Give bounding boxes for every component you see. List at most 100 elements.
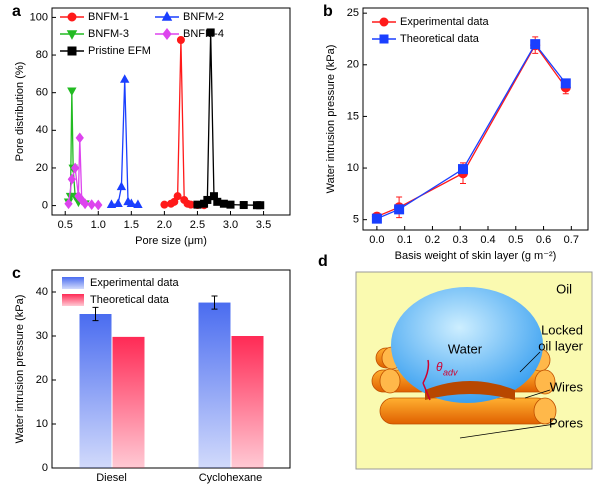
marker: [173, 192, 182, 201]
plot-frame: [51, 269, 291, 469]
marker: [133, 199, 143, 208]
marker: [379, 17, 389, 27]
x-tick-label: 0.7: [564, 234, 579, 246]
bar: [231, 336, 264, 468]
x-tick-label: 2.5: [190, 219, 205, 231]
marker: [160, 200, 169, 209]
series-line: [376, 42, 567, 220]
x-axis-label: Basis weight of skin layer (g m⁻²): [395, 250, 557, 262]
water-droplet: [391, 287, 543, 403]
legend-label: BNFM-1: [88, 11, 129, 23]
marker: [67, 46, 77, 56]
pores-label: Pores: [549, 415, 583, 430]
marker: [203, 195, 212, 204]
y-tick-label: 10: [36, 418, 48, 430]
y-tick-label: 0: [42, 462, 48, 474]
marker: [193, 200, 202, 209]
bar: [79, 314, 112, 468]
y-tick-label: 40: [36, 124, 48, 136]
y-tick-label: 30: [36, 330, 48, 342]
x-tick-label: 2.0: [157, 219, 172, 231]
marker: [67, 12, 77, 22]
marker: [560, 78, 571, 89]
y-axis-label: Pore distribution (%): [14, 62, 26, 162]
error-bar: [211, 295, 218, 310]
series-line: [376, 43, 567, 218]
marker: [186, 200, 195, 209]
y-tick-label: 10: [347, 162, 359, 174]
legend-label: Theoretical data: [90, 294, 170, 306]
legend-swatch: [62, 294, 84, 306]
x-tick-label: 0.4: [480, 234, 495, 246]
y-tick-label: 25: [347, 7, 359, 19]
marker: [162, 27, 172, 41]
marker: [371, 213, 382, 224]
marker: [94, 199, 103, 211]
y-tick-label: 20: [36, 374, 48, 386]
bar: [112, 336, 145, 468]
x-tick-label: 0.0: [369, 234, 384, 246]
marker: [64, 198, 73, 210]
y-tick-label: 60: [36, 87, 48, 99]
bar: [198, 302, 231, 468]
marker: [458, 164, 468, 175]
marker: [106, 199, 117, 208]
y-tick-label: 40: [36, 286, 48, 298]
x-tick-label: 0.1: [397, 234, 412, 246]
series-line: [111, 79, 139, 206]
marker: [80, 198, 90, 210]
marker: [75, 132, 84, 144]
locked-label: oil layer: [538, 338, 583, 353]
panel-label: d: [318, 253, 328, 270]
marker: [67, 87, 77, 97]
marker: [67, 173, 76, 185]
contact-angle: [422, 359, 431, 401]
marker: [87, 199, 96, 211]
panel-label: c: [12, 265, 21, 282]
x-tick-label: Cyclohexane: [199, 472, 263, 484]
x-tick-label: 1.5: [124, 219, 139, 231]
legend-label: Experimental data: [90, 277, 180, 289]
legend-label: BNFM-4: [183, 28, 224, 40]
marker: [176, 35, 185, 44]
marker: [113, 198, 123, 208]
marker: [116, 181, 127, 191]
oil-label: Oil: [556, 281, 572, 296]
y-tick-label: 15: [347, 110, 359, 122]
locked-label: Locked: [541, 322, 583, 337]
y-tick-label: 100: [30, 11, 48, 23]
marker: [379, 34, 389, 44]
y-axis-label: Water intrusion pressure (kPa): [14, 295, 26, 444]
marker: [530, 39, 541, 50]
error-bar: [92, 306, 99, 322]
marker: [219, 199, 228, 208]
legend-label: Theoretical data: [400, 33, 480, 45]
leader-lines: [459, 351, 556, 439]
x-axis-label: Pore size (μm): [135, 235, 207, 247]
x-tick-label: 0.2: [425, 234, 440, 246]
theta-label: θ: [436, 360, 443, 374]
marker: [213, 197, 222, 206]
plot-frame: [362, 7, 589, 231]
diagram-panel: d Oil Water Locked oil layer Wires Pores…: [318, 253, 593, 470]
marker: [126, 198, 137, 208]
pore: [425, 381, 515, 400]
marker: [394, 204, 405, 215]
x-tick-label: 0.5: [58, 219, 73, 231]
marker: [71, 162, 80, 174]
x-tick-label: 3.0: [223, 219, 238, 231]
y-tick-label: 0: [42, 199, 48, 211]
water-label: Water: [448, 341, 483, 356]
panel-label: a: [12, 3, 21, 20]
marker: [206, 28, 215, 37]
y-axis-label: Water intrusion pressure (kPa): [325, 45, 337, 194]
marker: [161, 11, 173, 21]
y-tick-label: 80: [36, 49, 48, 61]
marker: [239, 201, 248, 210]
x-tick-label: 0.6: [536, 234, 551, 246]
wires-label: Wires: [550, 379, 584, 394]
legend-label: Experimental data: [400, 16, 490, 28]
legend-swatch: [62, 277, 84, 289]
marker: [256, 201, 265, 210]
